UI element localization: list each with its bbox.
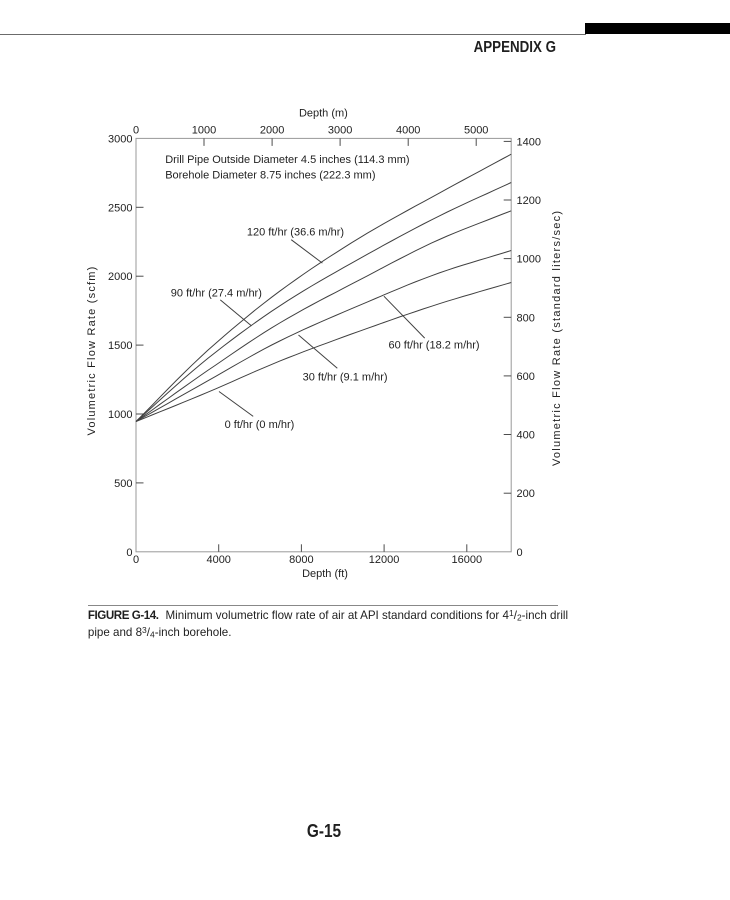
svg-text:800: 800 [517,312,535,324]
svg-text:Volumetric Flow Rate (standard: Volumetric Flow Rate (standard liters/se… [551,211,563,466]
svg-text:1000: 1000 [517,254,541,266]
svg-text:1000: 1000 [108,409,132,421]
svg-text:0: 0 [517,547,523,559]
svg-text:5000: 5000 [464,125,488,137]
svg-text:Depth (ft): Depth (ft) [302,568,348,580]
svg-text:0 ft/hr (0 m/hr): 0 ft/hr (0 m/hr) [225,419,295,431]
svg-text:2000: 2000 [260,125,284,137]
svg-text:400: 400 [517,430,535,442]
svg-text:200: 200 [517,488,535,500]
svg-text:2000: 2000 [108,271,132,283]
svg-text:0: 0 [133,554,139,566]
svg-text:4000: 4000 [206,554,230,566]
svg-text:90 ft/hr (27.4 m/hr): 90 ft/hr (27.4 m/hr) [171,287,262,299]
svg-text:600: 600 [517,371,535,383]
svg-text:0: 0 [126,547,132,559]
svg-text:8000: 8000 [289,554,313,566]
svg-text:4000: 4000 [396,125,420,137]
svg-text:2500: 2500 [108,202,132,214]
svg-text:30 ft/hr (9.1 m/hr): 30 ft/hr (9.1 m/hr) [303,372,388,384]
svg-text:1400: 1400 [517,136,541,148]
svg-text:500: 500 [114,478,132,490]
svg-text:3000: 3000 [328,125,352,137]
svg-text:3000: 3000 [108,133,132,145]
svg-text:Drill Pipe Outside Diameter 4.: Drill Pipe Outside Diameter 4.5 inches (… [165,154,409,166]
svg-text:1200: 1200 [517,195,541,207]
svg-text:1000: 1000 [192,125,216,137]
svg-text:Depth (m): Depth (m) [299,108,348,120]
svg-text:60 ft/hr (18.2 m/hr): 60 ft/hr (18.2 m/hr) [389,340,480,352]
svg-text:Volumetric Flow Rate (scfm): Volumetric Flow Rate (scfm) [86,267,98,436]
svg-text:0: 0 [133,125,139,137]
svg-text:Borehole Diameter 8.75 inches: Borehole Diameter 8.75 inches (222.3 mm) [165,169,375,181]
svg-text:120 ft/hr (36.6 m/hr): 120 ft/hr (36.6 m/hr) [247,227,344,239]
svg-text:16000: 16000 [452,554,483,566]
svg-text:1500: 1500 [108,340,132,352]
svg-text:12000: 12000 [369,554,400,566]
